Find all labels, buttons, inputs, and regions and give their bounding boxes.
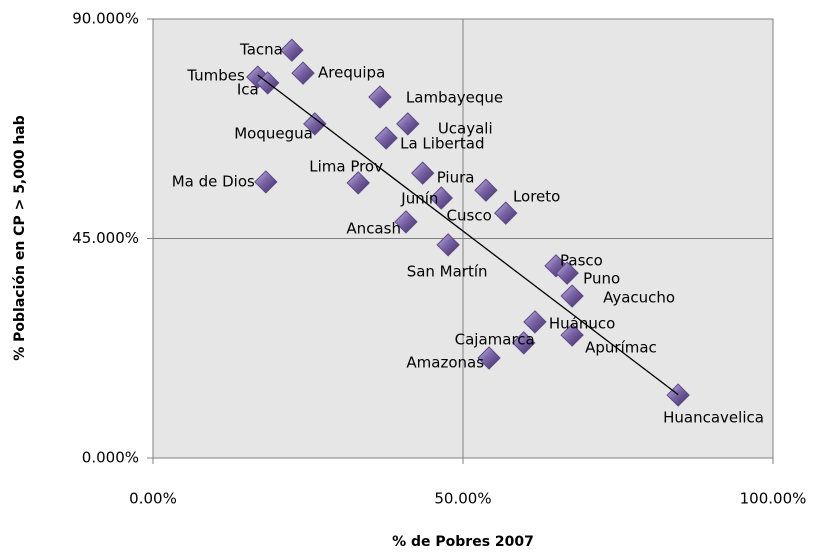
point-label: Pasco (560, 251, 603, 269)
point (291, 61, 315, 85)
point-label: Arequipa (318, 64, 385, 82)
point (429, 186, 454, 210)
point-label: Junín (400, 190, 438, 208)
point (512, 331, 536, 355)
point (368, 85, 392, 109)
y-tick-label: 0.000% (82, 449, 139, 467)
point (436, 233, 460, 257)
point (560, 284, 584, 308)
x-tick-label: 50.00% (434, 490, 491, 508)
point (374, 126, 398, 150)
point-label: Ma de Dios (172, 172, 255, 190)
point-label: Lima Prov (309, 157, 383, 175)
y-tick-label: 90.000% (72, 10, 139, 28)
point (544, 254, 568, 278)
point-label: Puno (583, 270, 620, 288)
point (474, 178, 498, 202)
point (246, 65, 270, 89)
point (303, 112, 327, 136)
point (555, 261, 579, 285)
point-label: Tumbes (186, 67, 245, 85)
point-label: Apurímac (585, 339, 657, 357)
y-tick-label: 45.000% (72, 229, 139, 247)
point-label: Ucayali (438, 119, 493, 137)
point-label: Ica (237, 80, 259, 98)
point-label: San Martín (407, 262, 488, 280)
point (666, 383, 690, 407)
y-axis-title: % Población en CP > 5,000 hab (12, 115, 28, 361)
point-label: Ayacucho (603, 289, 675, 307)
point-label: Piura (437, 169, 475, 187)
x-tick-label: 0.00% (129, 490, 177, 508)
x-tick-label: 100.00% (740, 490, 807, 508)
point (346, 171, 370, 195)
point-label: La Libertad (400, 135, 484, 153)
point-label: Loreto (513, 188, 560, 206)
point (254, 170, 278, 194)
point-label: Moquegua (234, 124, 313, 142)
point (280, 38, 304, 62)
point-label: Amazonas (406, 354, 484, 372)
x-axis-title: % de Pobres 2007 (392, 534, 534, 550)
point-label: Lambayeque (406, 89, 503, 107)
point-label: Cajamarca (455, 330, 535, 348)
point (410, 161, 435, 185)
point (477, 346, 501, 370)
point (396, 112, 420, 136)
point (494, 201, 518, 225)
point (523, 310, 547, 334)
point (560, 323, 584, 347)
trendline (257, 74, 679, 396)
point-label: Huancavelica (663, 409, 764, 427)
point (394, 210, 418, 234)
point-label: Huánuco (549, 314, 615, 332)
point-label: Tacna (239, 41, 283, 59)
point-label: Ancash (346, 219, 401, 237)
point-label: Cusco (447, 207, 492, 225)
